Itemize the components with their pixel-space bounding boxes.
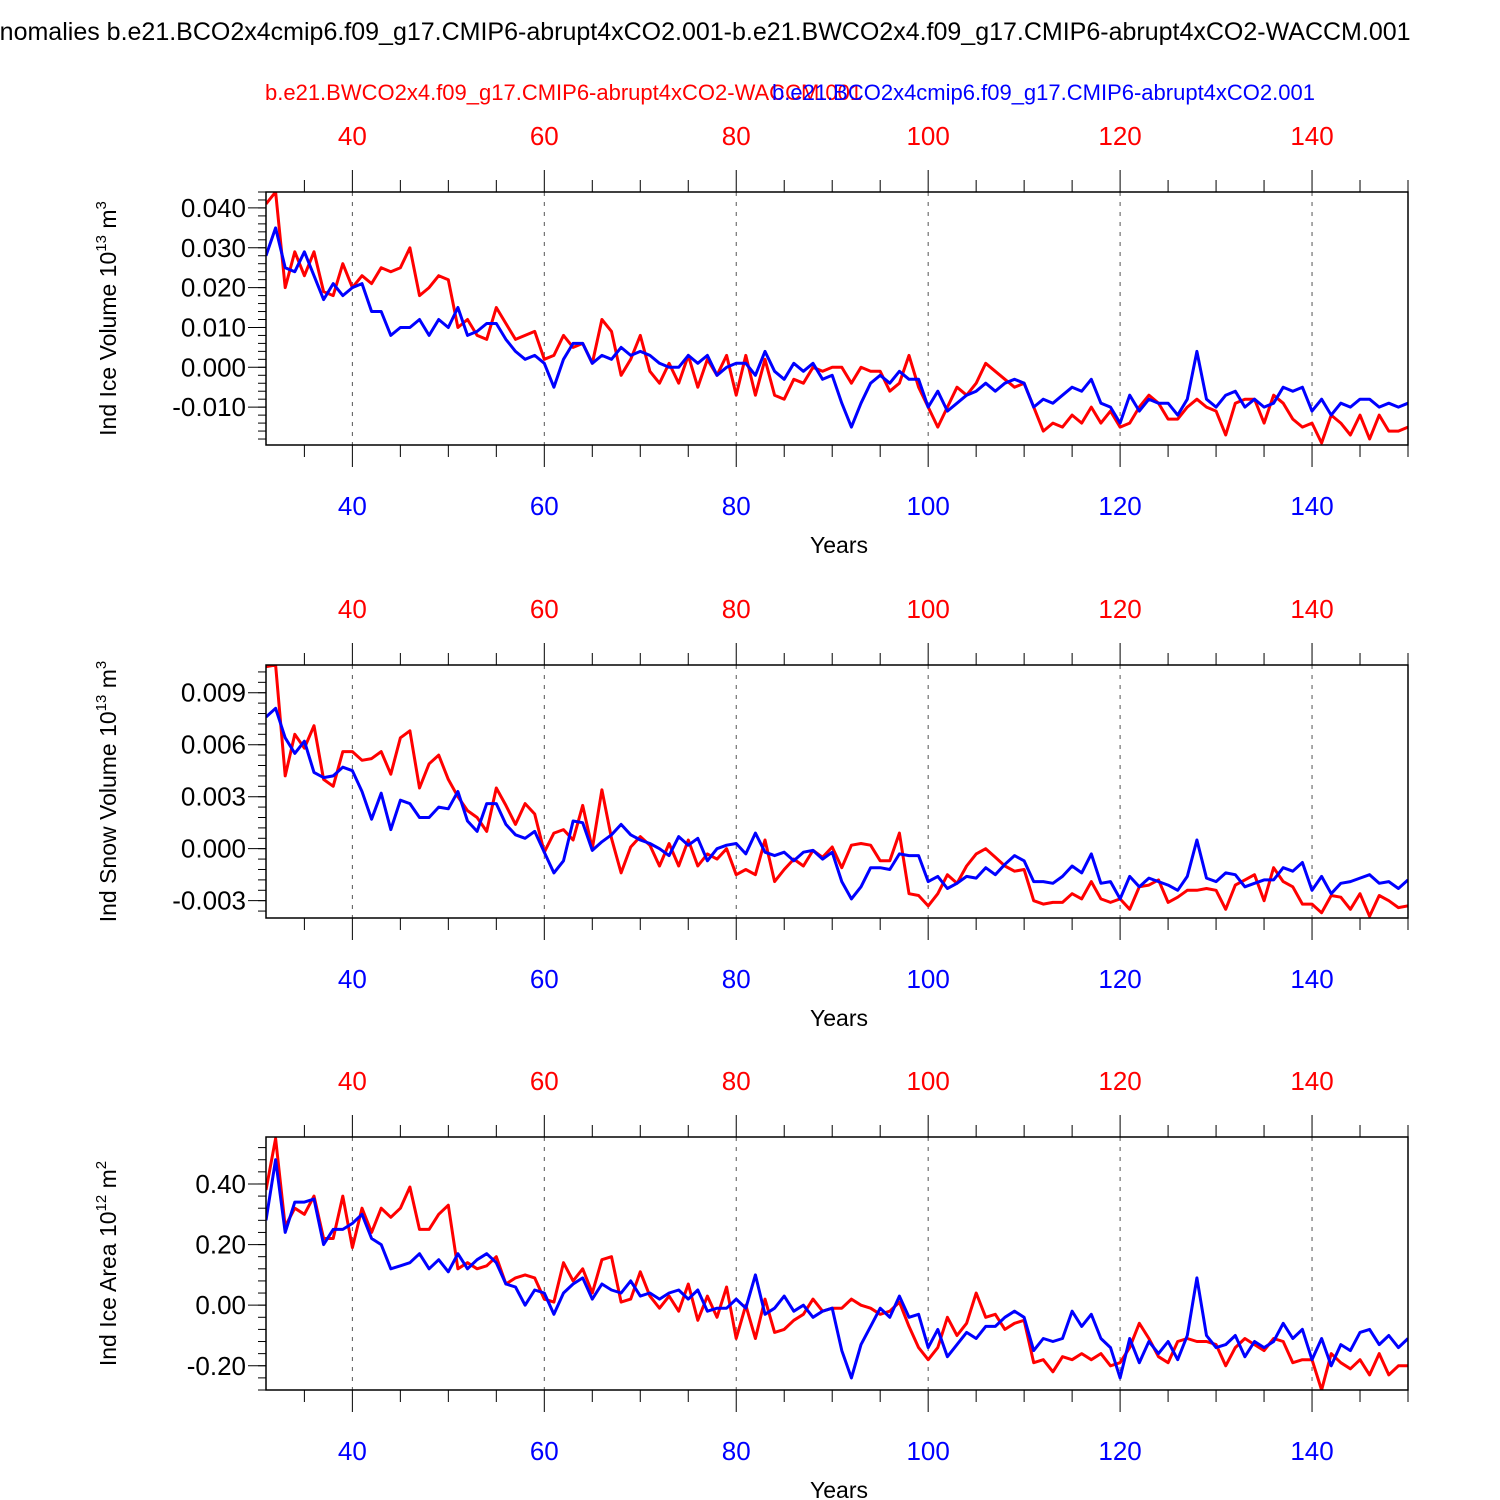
y-tick-label: 0.00 — [195, 1290, 246, 1320]
x-tick-label-top: 60 — [530, 121, 559, 151]
x-tick-label-bottom: 40 — [338, 964, 367, 994]
plot-frame — [265, 1136, 1409, 1391]
x-tick-label-bottom: 60 — [530, 491, 559, 521]
x-tick-label-top: 40 — [338, 1066, 367, 1096]
x-tick-label-top: 80 — [722, 121, 751, 151]
x-tick-label-top: 100 — [906, 1066, 949, 1096]
legend-blue-run: b.e21.BCO2x4cmip6.f09_g17.CMIP6-abrupt4x… — [772, 80, 1315, 105]
x-tick-label-bottom: 140 — [1290, 1436, 1333, 1466]
y-tick-label: 0.003 — [181, 782, 246, 812]
y-tick-label: -0.003 — [172, 886, 246, 916]
x-tick-label-bottom: 100 — [906, 1436, 949, 1466]
x-tick-label-top: 60 — [530, 1066, 559, 1096]
figure-title: Anomalies b.e21.BCO2x4cmip6.f09_g17.CMIP… — [0, 18, 1411, 46]
y-tick-label: 0.006 — [181, 730, 246, 760]
y-axis-label: Ind Ice Volume 1013 m3 — [93, 201, 121, 436]
x-tick-label-bottom: 40 — [338, 491, 367, 521]
x-tick-label-bottom: 60 — [530, 1436, 559, 1466]
x-tick-label-bottom: 80 — [722, 491, 751, 521]
x-axis-label: Years — [810, 532, 868, 558]
series-line-blue — [266, 1158, 1408, 1380]
x-tick-label-bottom: 100 — [906, 491, 949, 521]
series-line-red — [266, 192, 1408, 445]
y-axis-label: Ind Ice Area 1012 m2 — [93, 1161, 121, 1366]
x-tick-label-top: 80 — [722, 1066, 751, 1096]
x-tick-label-top: 140 — [1290, 594, 1333, 624]
series-line-red — [266, 1137, 1408, 1390]
y-tick-label: 0.010 — [181, 312, 246, 342]
x-tick-label-bottom: 120 — [1098, 964, 1141, 994]
x-tick-label-bottom: 120 — [1098, 1436, 1141, 1466]
x-tick-label-top: 100 — [906, 121, 949, 151]
x-tick-label-bottom: 60 — [530, 964, 559, 994]
x-tick-label-top: 60 — [530, 594, 559, 624]
legend-red-run: b.e21.BWCO2x4.f09_g17.CMIP6-abrupt4xCO2-… — [265, 80, 863, 105]
x-tick-label-top: 120 — [1098, 594, 1141, 624]
y-tick-label: 0.20 — [195, 1230, 246, 1260]
x-tick-label-top: 80 — [722, 594, 751, 624]
x-tick-label-bottom: 40 — [338, 1436, 367, 1466]
x-tick-label-top: 100 — [906, 594, 949, 624]
y-tick-label: 0.000 — [181, 352, 246, 382]
y-tick-label: -0.010 — [172, 392, 246, 422]
y-tick-label: 0.009 — [181, 678, 246, 708]
plot-frame — [265, 191, 1409, 446]
y-tick-label: 0.040 — [181, 193, 246, 223]
x-axis-label: Years — [810, 1005, 868, 1031]
x-tick-label-bottom: 140 — [1290, 491, 1333, 521]
x-tick-label-top: 40 — [338, 594, 367, 624]
y-tick-label: 0.030 — [181, 233, 246, 263]
y-tick-label: 0.40 — [195, 1169, 246, 1199]
y-tick-label: -0.20 — [187, 1351, 246, 1381]
x-tick-label-bottom: 100 — [906, 964, 949, 994]
y-tick-label: 0.000 — [181, 834, 246, 864]
x-tick-label-bottom: 120 — [1098, 491, 1141, 521]
x-tick-label-bottom: 80 — [722, 1436, 751, 1466]
x-tick-label-top: 140 — [1290, 121, 1333, 151]
x-tick-label-top: 120 — [1098, 1066, 1141, 1096]
panel-3: 0.40 0.20 0.00 -0.20 40 40 60 60 80 80 100 100 120 12… — [93, 1066, 1409, 1500]
x-tick-label-bottom: 140 — [1290, 964, 1333, 994]
panel-1: 0.040 0.030 0.020 0.010 0.000 -0.010 40 40 60 60 8… — [93, 121, 1409, 558]
x-tick-label-bottom: 80 — [722, 964, 751, 994]
plot-frame — [265, 664, 1409, 919]
panel-2: 0.009 0.006 0.003 0.000 -0.003 40 40 60 60 80 80 10… — [93, 594, 1409, 1031]
x-tick-label-top: 40 — [338, 121, 367, 151]
x-tick-label-top: 140 — [1290, 1066, 1333, 1096]
y-tick-label: 0.020 — [181, 273, 246, 303]
x-axis-label: Years — [810, 1477, 868, 1500]
y-axis-label: Ind Snow Volume 1013 m3 — [93, 661, 121, 923]
x-tick-label-top: 120 — [1098, 121, 1141, 151]
series-line-blue — [266, 226, 1408, 429]
series-line-blue — [266, 706, 1408, 901]
